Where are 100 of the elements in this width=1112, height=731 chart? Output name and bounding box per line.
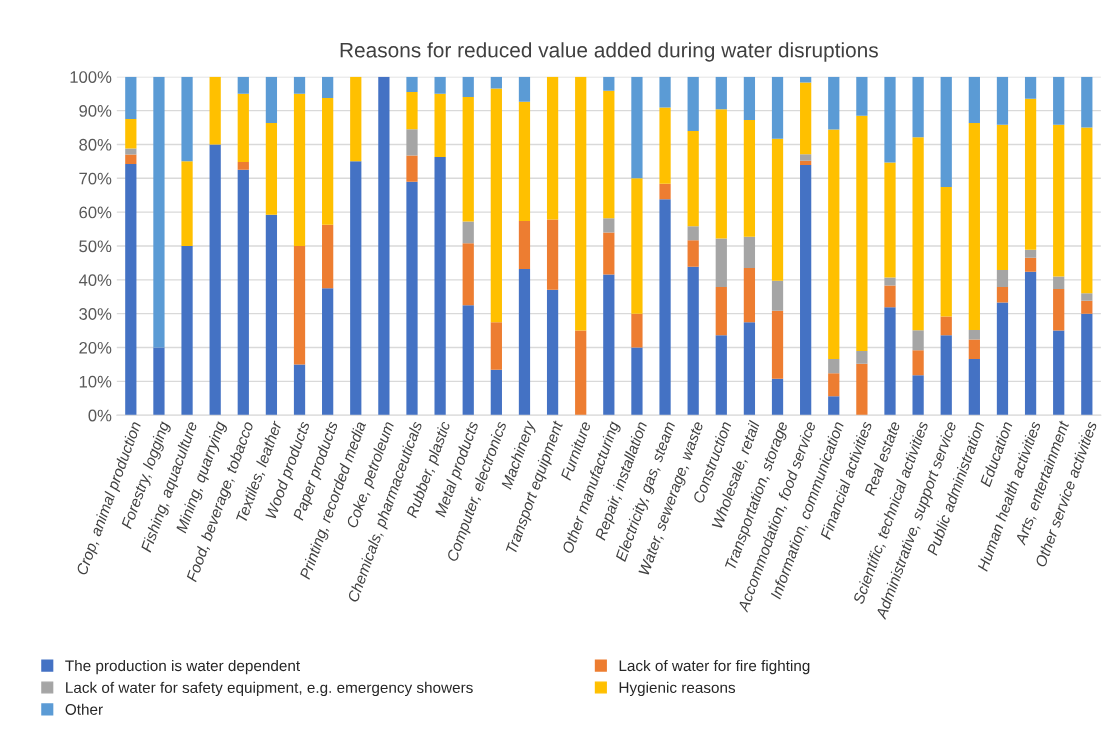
- bar: [518, 76, 531, 102]
- bar: [125, 148, 137, 155]
- bar: [1053, 330, 1065, 416]
- bar: [293, 76, 306, 94]
- bar: [1081, 300, 1093, 314]
- bar: [575, 330, 587, 416]
- bar: [237, 76, 249, 94]
- bar: [1024, 271, 1037, 416]
- bar: [406, 91, 418, 130]
- bar: [912, 137, 924, 331]
- bar: [800, 76, 812, 83]
- bar: [125, 119, 137, 149]
- bar: [884, 307, 896, 416]
- y-tick-label: 0%: [88, 409, 112, 422]
- bar: [406, 181, 418, 416]
- bar: [912, 76, 924, 138]
- bar: [715, 286, 727, 336]
- bar: [856, 363, 868, 416]
- bar: [715, 109, 727, 239]
- bar: [462, 221, 474, 244]
- bar: [237, 162, 249, 170]
- bar: [1081, 127, 1093, 294]
- bar: [490, 88, 502, 323]
- y-tick-label: 30%: [79, 308, 112, 320]
- bar: [996, 124, 1009, 271]
- bar: [715, 76, 727, 110]
- bar: [603, 90, 615, 219]
- bar: [828, 373, 840, 397]
- bar: [968, 76, 980, 124]
- bar: [237, 169, 249, 416]
- bar: [1081, 313, 1093, 416]
- bar: [181, 76, 193, 162]
- bar: [771, 310, 784, 379]
- y-tick-label: 20%: [79, 341, 112, 354]
- bar: [322, 288, 334, 416]
- bar: [940, 335, 952, 416]
- bar: [884, 285, 896, 308]
- bar: [1081, 293, 1093, 301]
- bar: [912, 375, 924, 416]
- bar: [434, 156, 446, 416]
- bar: [659, 76, 671, 108]
- legend-label: Hygienic reasons: [619, 681, 736, 697]
- bar: [518, 220, 531, 269]
- bar: [153, 347, 165, 416]
- bar: [884, 162, 896, 278]
- legend-label: Lack of water for safety equipment, e.g. emergency showers: [66, 681, 473, 697]
- y-tick-label: 80%: [79, 138, 112, 151]
- bar: [322, 224, 334, 289]
- bar: [378, 76, 390, 416]
- bar: [800, 165, 812, 416]
- bar: [350, 76, 362, 162]
- bar: [743, 120, 756, 237]
- bar: [771, 76, 784, 139]
- bar: [771, 280, 784, 311]
- bar: [406, 129, 418, 156]
- bar: [912, 330, 924, 351]
- bar: [631, 76, 643, 179]
- bar: [462, 97, 474, 222]
- bar: [631, 347, 643, 416]
- bar: [125, 154, 137, 165]
- bar: [968, 329, 980, 340]
- bar: [828, 76, 840, 130]
- bar: [968, 123, 980, 330]
- bar: [1053, 124, 1065, 277]
- bar: [912, 350, 924, 376]
- bar: [996, 76, 1009, 125]
- bar: [659, 183, 671, 200]
- bar: [828, 359, 840, 374]
- bar: [546, 289, 559, 416]
- bar: [181, 245, 193, 416]
- bar: [546, 76, 559, 220]
- bar: [518, 269, 531, 416]
- bar: [265, 76, 278, 124]
- bar: [293, 245, 306, 365]
- bar: [828, 129, 840, 360]
- bar: [490, 76, 502, 89]
- y-tick-label: 60%: [79, 206, 112, 219]
- bar: [856, 350, 868, 364]
- bar: [462, 305, 474, 416]
- bar: [968, 359, 980, 416]
- bar: [265, 214, 278, 416]
- bar: [659, 199, 671, 416]
- bar: [546, 219, 559, 290]
- y-tick-label: 10%: [79, 375, 112, 388]
- bar: [603, 218, 615, 233]
- bar: [1053, 276, 1065, 289]
- bar: [884, 76, 896, 163]
- bar: [293, 364, 306, 416]
- legend-label: Other: [65, 703, 103, 715]
- bar: [322, 76, 334, 99]
- bar: [884, 277, 896, 286]
- bar: [800, 160, 812, 166]
- bar: [603, 232, 615, 275]
- bar: [996, 286, 1009, 303]
- bar: [322, 98, 334, 225]
- bar: [687, 240, 699, 267]
- bar: [1024, 257, 1037, 272]
- bar: [828, 396, 840, 416]
- bar: [996, 302, 1009, 416]
- bar: [1053, 76, 1065, 125]
